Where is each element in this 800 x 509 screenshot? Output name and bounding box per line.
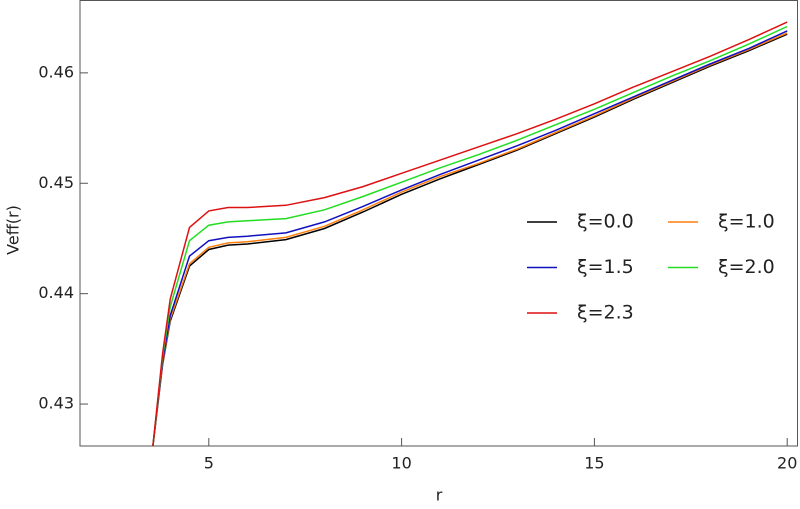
series-line <box>152 33 788 446</box>
legend-label: ξ=1.0 <box>718 211 775 233</box>
y-axis-label: Veff(r) <box>4 205 23 255</box>
series-line <box>152 30 788 446</box>
y-tick-label: 0.45 <box>38 173 74 192</box>
series-line <box>152 32 788 446</box>
x-tick-label: 15 <box>584 454 604 473</box>
plot-area <box>152 21 788 446</box>
x-axis-label: r <box>436 486 443 505</box>
y-tick-label: 0.43 <box>38 394 74 413</box>
x-tick-label: 10 <box>391 454 411 473</box>
series-line <box>152 25 788 446</box>
y-tick-label: 0.44 <box>38 283 74 302</box>
legend-label: ξ=2.3 <box>577 302 634 324</box>
legend-label: ξ=2.0 <box>718 256 775 278</box>
series-line <box>152 21 788 446</box>
legend-label: ξ=0.0 <box>577 211 634 233</box>
y-tick-label: 0.46 <box>38 62 74 81</box>
plot-frame <box>79 0 798 447</box>
legend-label: ξ=1.5 <box>577 256 634 278</box>
x-tick-label: 5 <box>204 454 214 473</box>
x-tick-label: 20 <box>777 454 797 473</box>
